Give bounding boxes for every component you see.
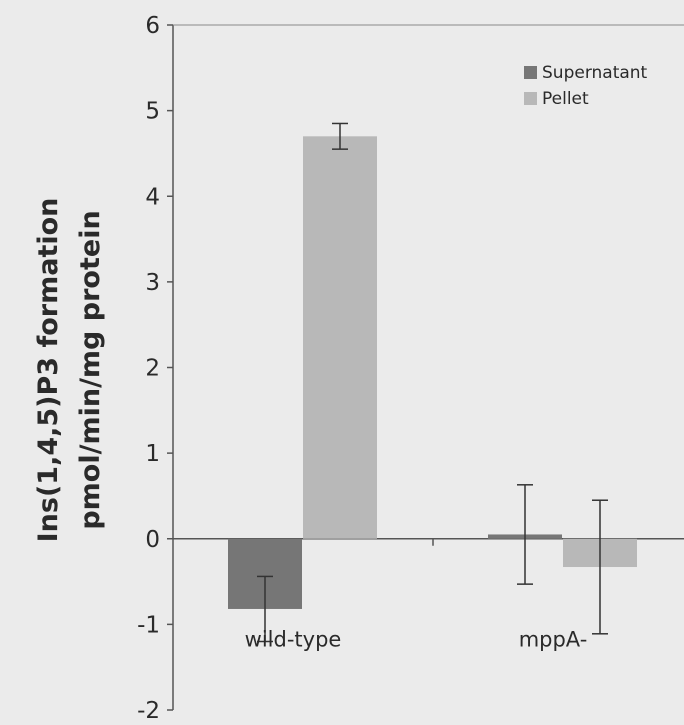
y-tick-label: 2 — [145, 356, 160, 382]
y-tick-label: 0 — [145, 527, 160, 553]
x-category-label: wild-type — [245, 628, 342, 652]
y-axis-title: Ins(1,4,5)P3 formation pmol/min/mg prote… — [33, 198, 106, 543]
y-axis-title-line1: Ins(1,4,5)P3 formation — [33, 198, 64, 543]
y-tick-label: -2 — [137, 698, 160, 724]
plot-area: 6 5 4 3 2 1 0 -1 -2 wild-type mppA- — [137, 13, 684, 724]
legend-label-pellet: Pellet — [542, 89, 589, 109]
y-tick-label: 3 — [145, 270, 160, 296]
y-tick-label: -1 — [137, 612, 160, 638]
y-tick-label: 4 — [145, 184, 160, 210]
legend-swatch-pellet — [524, 92, 537, 105]
legend-swatch-supernatant — [524, 66, 537, 79]
x-category-label: mppA- — [519, 628, 588, 652]
bar-pellet-wildtype — [303, 136, 377, 539]
y-tick-label: 6 — [145, 13, 160, 39]
y-axis-title-line2: pmol/min/mg protein — [75, 210, 106, 529]
legend-label-supernatant: Supernatant — [542, 63, 648, 83]
legend: Supernatant Pellet — [524, 63, 648, 109]
y-tick-label: 5 — [145, 99, 160, 125]
y-tick-label: 1 — [145, 441, 160, 467]
